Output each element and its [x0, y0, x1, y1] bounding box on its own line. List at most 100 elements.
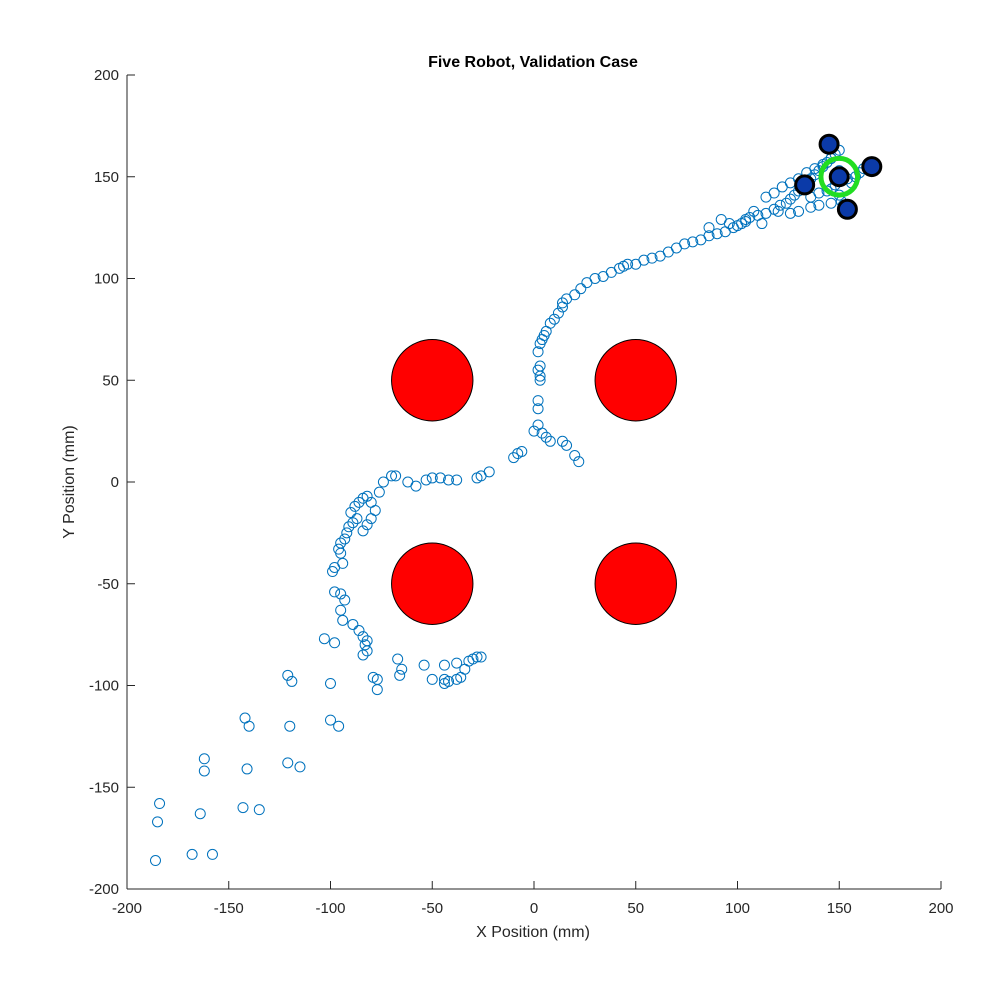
trail-point: [294, 761, 306, 773]
trail-point: [540, 431, 552, 443]
trail-point: [508, 452, 520, 464]
trail-point: [471, 651, 483, 663]
trail-point: [534, 360, 546, 372]
trail-point: [373, 486, 385, 498]
trail-point: [589, 273, 601, 284]
trail-point: [241, 763, 253, 775]
trail-point: [434, 472, 446, 484]
y-axis-label: Y Position (mm): [61, 425, 78, 539]
trail-point: [282, 757, 294, 769]
x-tick-label: -150: [214, 900, 244, 917]
y-tick-label: -200: [89, 881, 119, 898]
trail-point: [186, 848, 198, 860]
goal-marker: [818, 155, 861, 198]
trail-point: [341, 527, 353, 539]
trail-point: [357, 649, 369, 661]
y-tick-label: 0: [111, 474, 119, 491]
trail-point: [253, 804, 265, 816]
trail-point: [774, 199, 786, 211]
trail-point: [329, 637, 341, 649]
trail-point: [237, 802, 249, 814]
trail-point: [371, 684, 383, 696]
trail-point: [772, 205, 784, 217]
x-tick-label: -200: [112, 900, 142, 917]
trail-point: [732, 220, 743, 232]
trail-point: [544, 317, 556, 329]
trail-point: [418, 659, 430, 671]
trail-point: [443, 474, 455, 486]
trail-point: [329, 561, 341, 573]
trail-point: [556, 297, 568, 309]
trail-point: [335, 537, 347, 549]
trail-point: [825, 197, 837, 209]
trail-point: [622, 258, 634, 270]
y-tick-label: 200: [94, 67, 119, 84]
trail-point: [438, 659, 450, 671]
trail-point: [575, 283, 587, 295]
trail-point: [339, 594, 351, 606]
trail-point: [396, 663, 408, 675]
robot-marker: [836, 198, 858, 220]
x-tick-label: 100: [725, 900, 750, 917]
trail-point: [333, 720, 345, 732]
trail-point: [152, 816, 164, 828]
trail-point: [318, 633, 330, 645]
trail-point: [679, 238, 691, 250]
trail-point: [198, 765, 210, 777]
trail-point: [451, 657, 463, 669]
trail-point: [243, 720, 255, 732]
trail-point: [154, 798, 166, 810]
trail-point: [420, 474, 432, 486]
trail-point: [345, 507, 357, 519]
trail-point: [793, 205, 805, 217]
trail-point: [813, 199, 825, 211]
obstacle-circle: [594, 542, 677, 625]
trail-point: [284, 720, 296, 732]
trail-point: [361, 490, 373, 502]
trail-point: [335, 588, 347, 600]
trail-point: [392, 653, 404, 665]
trail-point: [780, 197, 792, 209]
trail-point: [483, 466, 495, 478]
trail-point: [532, 346, 544, 358]
trail-point: [386, 470, 398, 482]
trail-point: [329, 586, 341, 598]
obstacle-circle: [391, 339, 474, 422]
trail-point: [347, 517, 359, 529]
y-tick-label: 150: [94, 169, 119, 186]
trail-point: [784, 193, 796, 205]
trail-point: [516, 445, 528, 457]
trail-point: [333, 543, 345, 555]
trail-point: [357, 631, 369, 643]
trail-point: [353, 625, 365, 637]
trail-point: [343, 521, 355, 533]
trail-point: [426, 472, 438, 484]
trail-point: [475, 651, 487, 663]
trail-point: [569, 450, 581, 462]
trail-point: [426, 673, 438, 685]
robot-marker: [818, 133, 840, 155]
trail-point: [703, 230, 715, 242]
trail-point: [703, 222, 715, 234]
trail-point: [390, 470, 402, 482]
trail-point: [687, 236, 699, 248]
trail-point: [711, 228, 723, 240]
trail-point: [377, 476, 389, 488]
x-tick-label: 0: [530, 900, 538, 917]
trail-point: [282, 669, 294, 681]
y-tick-label: -50: [97, 576, 119, 593]
trail-point: [149, 855, 161, 867]
y-tick-label: -150: [89, 779, 119, 796]
trail-point: [756, 218, 768, 230]
trail-point: [715, 213, 727, 225]
y-tick-label: -100: [89, 678, 119, 695]
trail-point: [365, 513, 377, 525]
trail-point: [748, 205, 760, 217]
trail-point: [194, 808, 206, 820]
trail-point: [361, 645, 373, 657]
trail-point: [361, 635, 373, 647]
x-tick-label: -100: [315, 900, 345, 917]
x-tick-label: 50: [627, 900, 644, 917]
